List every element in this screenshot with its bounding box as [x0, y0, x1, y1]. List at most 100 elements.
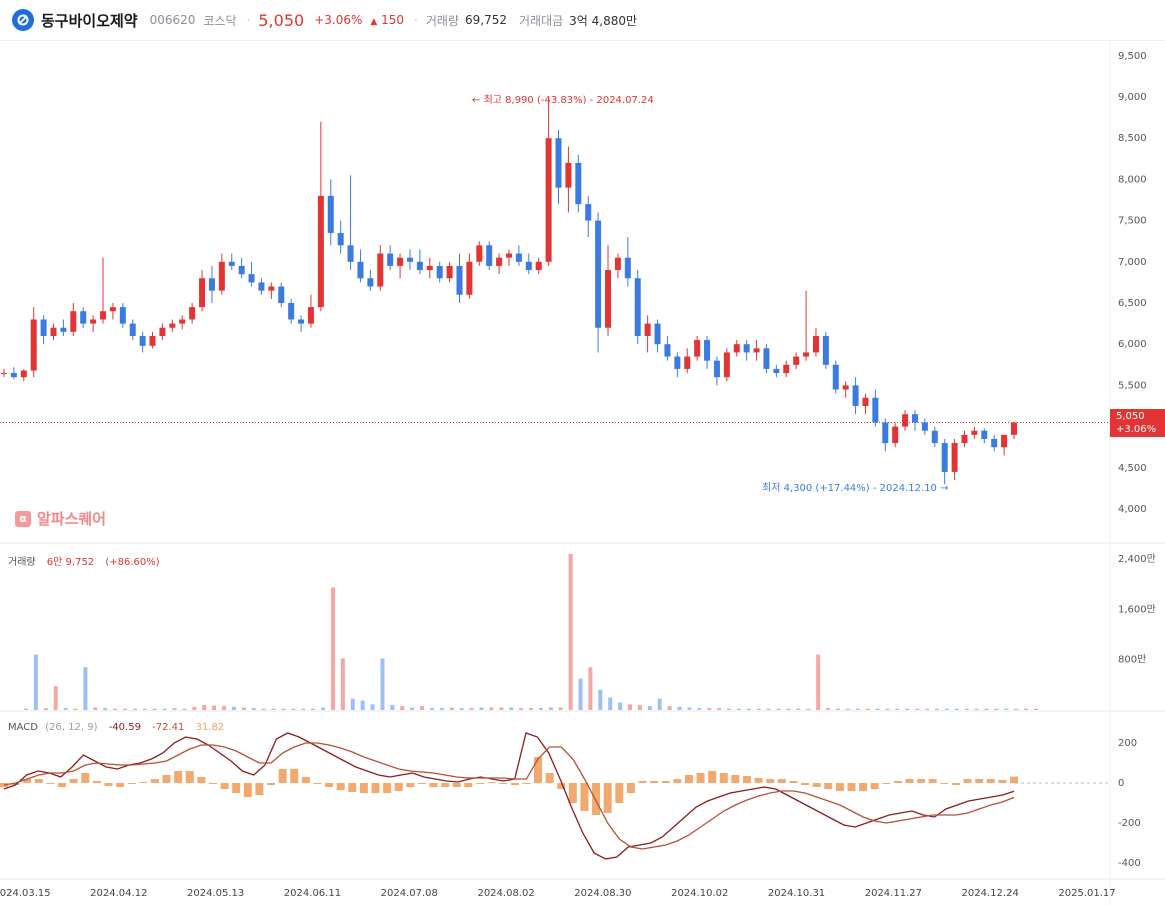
- candle-body: [258, 282, 265, 291]
- stock-chart[interactable]: 9,500 9,000 8,500 8,000 7,500 7,000 6,500 6,000…: [0, 41, 1165, 905]
- volume-bar: [667, 706, 672, 710]
- macd-histogram-bar: [731, 775, 740, 783]
- candle-body: [60, 327, 67, 332]
- macd-histogram-bar: [592, 783, 601, 815]
- volume-bar: [895, 708, 900, 710]
- macd-histogram-bar: [429, 783, 438, 787]
- macd-histogram-bar: [684, 775, 693, 783]
- macd-histogram-bar: [615, 783, 624, 803]
- price-axis-tick: 4,000: [1118, 504, 1147, 515]
- macd-histogram-bar: [696, 773, 705, 783]
- volume-bar: [489, 707, 494, 710]
- candle-body: [971, 430, 978, 435]
- candle-body: [317, 195, 324, 308]
- macd-histogram-bar: [174, 771, 183, 783]
- volume-bar: [400, 706, 405, 710]
- price-axis-tick: 6,000: [1118, 339, 1147, 350]
- macd-histogram-bar: [487, 782, 496, 783]
- volume-axis-tick: 2,400만: [1118, 553, 1156, 565]
- macd-histogram-bar: [650, 781, 659, 783]
- volume-bar: [717, 708, 722, 710]
- volume-bar: [875, 708, 880, 710]
- volume-bar: [202, 704, 207, 710]
- volume-bar: [964, 708, 969, 710]
- candle-body: [406, 257, 413, 262]
- macd-histogram-bar: [46, 783, 55, 784]
- candle-body: [911, 414, 918, 423]
- company-name[interactable]: 동구바이오제약: [41, 11, 138, 30]
- volume-bar: [637, 704, 642, 710]
- macd-histogram-bar: [383, 783, 392, 793]
- macd-legend-signal: -72.41: [152, 722, 185, 733]
- macd-histogram-bar: [859, 783, 868, 791]
- date-axis-tick: 2025.01.17: [1058, 888, 1115, 899]
- volume-bar: [618, 702, 623, 710]
- volume-bar: [390, 704, 395, 710]
- macd-histogram-bar: [580, 783, 589, 811]
- volume-bar: [83, 667, 88, 710]
- candle-body: [585, 204, 592, 221]
- volume-bar: [1004, 708, 1009, 710]
- date-axis-tick: 2024.11.27: [865, 888, 922, 899]
- volume-bar: [984, 708, 989, 710]
- candle-body: [377, 253, 384, 287]
- volume-bar: [677, 706, 682, 710]
- trade-amount-label: 거래대금: [518, 13, 564, 28]
- macd-histogram-bar: [1010, 776, 1018, 783]
- price-axis-tick: 9,000: [1118, 92, 1147, 103]
- macd-legend-macd: -40.59: [108, 722, 141, 733]
- candle-body: [555, 138, 562, 188]
- candle-body: [268, 286, 275, 291]
- macd-histogram-bar: [232, 783, 241, 793]
- volume-bar: [360, 700, 365, 710]
- macd-histogram-bar: [394, 783, 403, 791]
- volume-bar: [746, 708, 751, 710]
- volume-bar: [142, 708, 147, 710]
- date-axis-tick: 2024.10.31: [768, 888, 825, 899]
- price-tag-price: 5,050: [1116, 411, 1145, 422]
- candle-body: [723, 352, 730, 378]
- candle-body: [624, 257, 631, 279]
- volume-bar: [291, 708, 296, 710]
- volume-bar: [736, 708, 741, 710]
- volume-bar: [509, 707, 514, 710]
- macd-histogram-bar: [754, 778, 763, 783]
- volume-bar: [103, 708, 108, 710]
- volume-bar: [241, 707, 246, 710]
- macd-histogram-bar: [928, 779, 937, 783]
- volume-bar: [915, 708, 920, 710]
- macd-histogram-bar: [452, 783, 461, 787]
- macd-histogram-bar: [150, 779, 159, 783]
- macd-histogram-bar: [557, 783, 566, 789]
- macd-histogram-bar: [255, 783, 264, 795]
- volume-bar: [766, 708, 771, 710]
- candle-body: [357, 261, 364, 279]
- volume-legend-label: 거래량: [8, 557, 36, 568]
- candle-body: [20, 370, 27, 378]
- candle-body: [614, 257, 621, 271]
- macd-histogram-bar: [313, 783, 322, 784]
- volume-bar: [776, 708, 781, 710]
- candle-body: [565, 162, 572, 188]
- macd-histogram-bar: [220, 783, 229, 789]
- volume-bar: [24, 708, 28, 710]
- price-axis-tick: 8,500: [1118, 133, 1147, 144]
- macd-line: [3, 732, 1015, 860]
- candle-body: [40, 319, 47, 336]
- candle-body: [199, 278, 206, 308]
- macd-histogram-bar: [510, 783, 519, 785]
- candle-body: [575, 162, 582, 205]
- candle-body: [902, 414, 909, 427]
- macd-histogram-bar: [975, 779, 984, 783]
- macd-histogram-bar: [661, 781, 670, 783]
- candle-body: [822, 335, 829, 365]
- volume-bar: [499, 707, 504, 710]
- candle-body: [100, 311, 107, 320]
- candle-body: [347, 245, 354, 262]
- volume-bar: [519, 708, 524, 710]
- volume-bar: [816, 654, 821, 710]
- macd-histogram-bar: [139, 782, 148, 783]
- macd-histogram-bar: [719, 773, 728, 783]
- watermark: α 알파스퀘어: [15, 508, 106, 529]
- price-axis-tick: 4,500: [1118, 463, 1147, 474]
